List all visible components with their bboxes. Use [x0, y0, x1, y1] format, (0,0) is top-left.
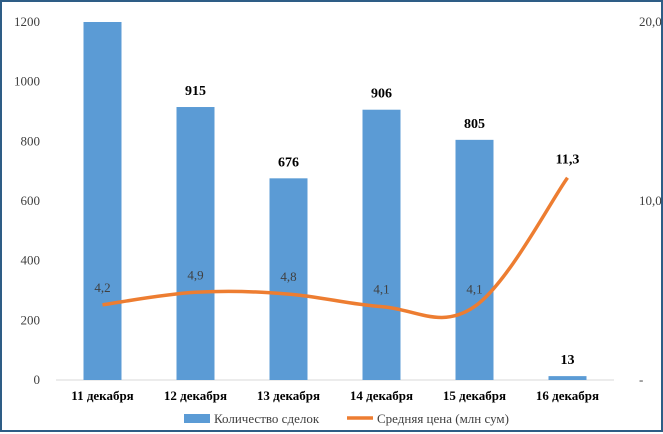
- y-left-tick-label: 200: [21, 312, 41, 327]
- bar-data-label: 805: [464, 117, 485, 132]
- x-category-label: 12 декабря: [164, 388, 227, 403]
- y-right-tick-label: -: [639, 372, 643, 387]
- bar: [269, 178, 308, 380]
- y-left-tick-label: 1200: [14, 14, 40, 29]
- line-data-label: 4,1: [466, 282, 482, 297]
- y-left-tick-label: 0: [34, 372, 41, 387]
- bar: [176, 107, 215, 381]
- y-left-tick-label: 1000: [14, 74, 40, 89]
- line-data-label: 11,3: [556, 153, 580, 168]
- bar: [362, 109, 401, 381]
- x-category-label: 13 декабря: [257, 388, 320, 403]
- legend-swatch-bars: [184, 414, 210, 423]
- legend-label-bars: Количество сделок: [214, 411, 320, 426]
- y-right-tick-label: 20,0: [639, 14, 662, 29]
- legend-label-line: Средняя цена (млн сум): [377, 411, 509, 426]
- y-left-tick-label: 800: [21, 133, 41, 148]
- line-data-label: 4,2: [94, 280, 110, 295]
- line-data-label: 4,1: [373, 282, 389, 297]
- x-category-label: 11 декабря: [71, 388, 133, 403]
- x-category-label: 14 декабря: [350, 388, 413, 403]
- bar: [455, 139, 494, 380]
- x-category-label: 16 декабря: [536, 388, 599, 403]
- y-right-tick-label: 10,0: [639, 193, 662, 208]
- bar-data-label: 906: [371, 87, 392, 102]
- bar-data-label: 13: [561, 353, 575, 368]
- bar: [83, 22, 122, 380]
- bar: [548, 376, 587, 380]
- line-data-label: 4,9: [187, 267, 203, 282]
- bar-data-label: 676: [278, 155, 299, 170]
- y-left-tick-label: 600: [21, 193, 41, 208]
- bar-data-label: 915: [185, 84, 206, 99]
- x-category-label: 15 декабря: [443, 388, 506, 403]
- price-line: [102, 176, 569, 320]
- y-left-tick-label: 400: [21, 253, 41, 268]
- line-data-label: 4,8: [280, 269, 296, 284]
